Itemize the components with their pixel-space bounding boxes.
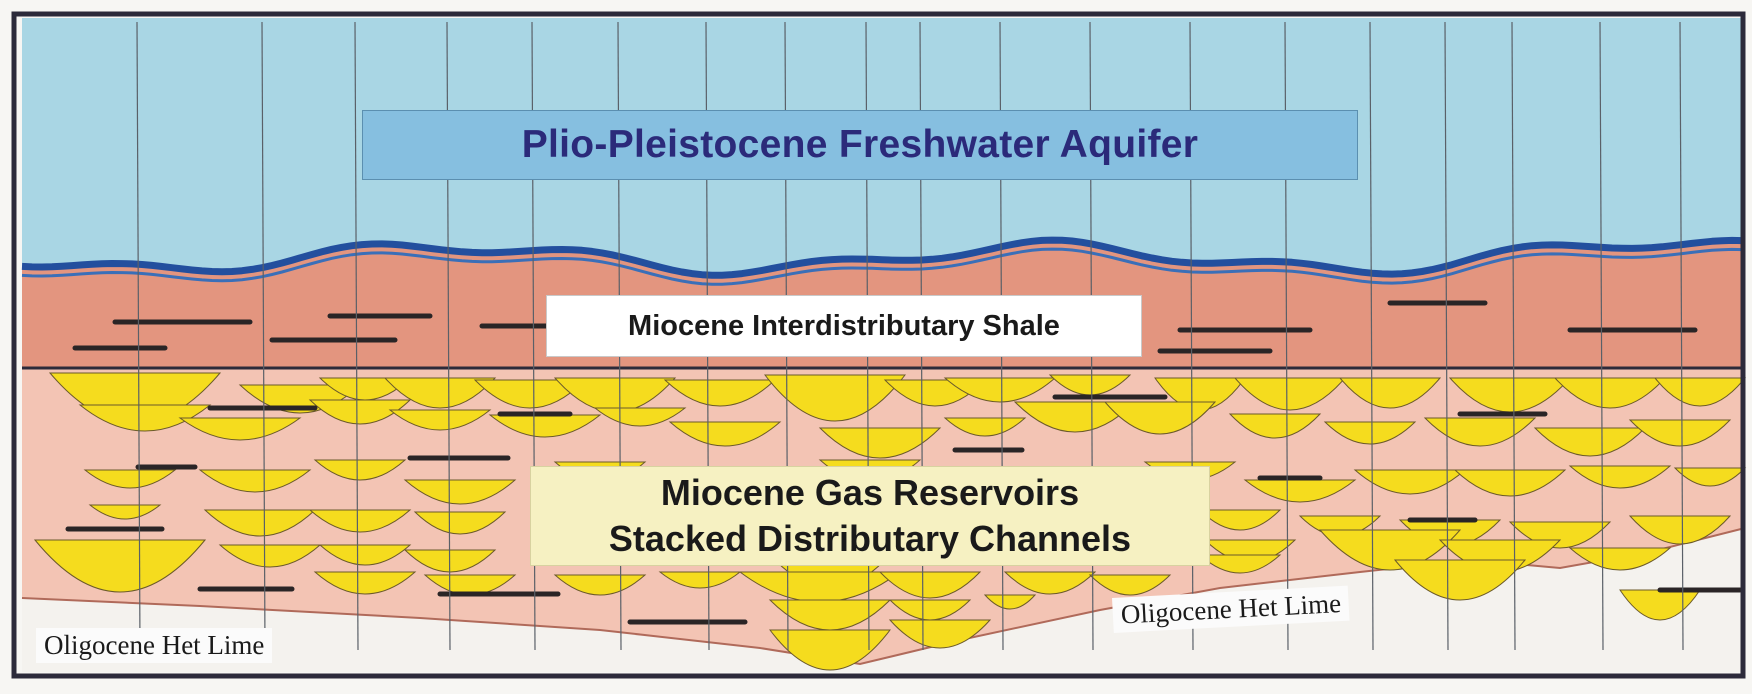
channel-lens bbox=[663, 379, 777, 407]
channel-lens bbox=[308, 509, 412, 533]
lime-label-left: Oligocene Het Lime bbox=[36, 628, 273, 663]
channel-lens bbox=[1393, 559, 1527, 601]
well-line bbox=[1679, 21, 1684, 651]
shale-streaks-group bbox=[65, 300, 1743, 625]
channel-lens bbox=[1228, 413, 1322, 439]
well-line bbox=[1369, 21, 1374, 651]
well-line bbox=[354, 21, 359, 651]
channel-lens bbox=[313, 459, 407, 481]
channel-lens bbox=[658, 571, 742, 589]
channel-lens bbox=[668, 421, 782, 447]
lime-layer bbox=[22, 528, 1745, 672]
well-line bbox=[1599, 21, 1604, 651]
channel-lens bbox=[1628, 515, 1732, 545]
channel-lens bbox=[413, 511, 507, 535]
channel-lens bbox=[218, 544, 322, 568]
channel-lens bbox=[1423, 417, 1537, 447]
frame-group bbox=[11, 11, 1746, 679]
channel-lens bbox=[818, 427, 942, 459]
channel-lens bbox=[1233, 377, 1347, 411]
channel-lens bbox=[1568, 465, 1672, 489]
channel-lens bbox=[943, 377, 1057, 403]
channel-lens bbox=[33, 539, 207, 593]
channel-lens bbox=[88, 504, 162, 520]
channel-lens bbox=[198, 469, 312, 493]
shale-label: Miocene Interdistributary Shale bbox=[546, 295, 1142, 357]
channel-lens bbox=[318, 544, 412, 566]
channel-lens bbox=[1088, 574, 1172, 596]
well-line bbox=[136, 21, 141, 651]
aquifer-label: Plio-Pleistocene Freshwater Aquifer bbox=[362, 110, 1358, 180]
channel-lens bbox=[78, 404, 212, 432]
gas-label-line-2: Stacked Distributary Channels bbox=[608, 518, 1132, 559]
aquifer-base-line bbox=[21, 236, 1743, 279]
channel-lens bbox=[768, 629, 892, 671]
channel-lens bbox=[878, 571, 982, 599]
channel-lens bbox=[83, 469, 177, 489]
channel-lens bbox=[1568, 547, 1672, 571]
channel-lens bbox=[1533, 427, 1647, 457]
channel-lens bbox=[1243, 479, 1357, 503]
well-line bbox=[1444, 21, 1449, 651]
channel-lens bbox=[983, 594, 1037, 610]
channel-lens bbox=[1338, 377, 1442, 409]
gas-label-line-1: Miocene Gas Reservoirs bbox=[660, 472, 1080, 513]
aquifer-base-line-secondary bbox=[21, 247, 1743, 286]
channel-lens bbox=[403, 479, 517, 505]
channel-lens bbox=[178, 417, 302, 441]
channel-lens bbox=[488, 414, 602, 438]
channel-lens bbox=[1628, 419, 1732, 447]
channel-lens bbox=[1323, 421, 1417, 445]
channel-lens bbox=[308, 399, 412, 425]
gas-reservoir-label: Miocene Gas Reservoirs Stacked Distribut… bbox=[530, 466, 1210, 566]
channel-lens bbox=[593, 407, 687, 427]
channel-lens bbox=[1103, 401, 1217, 435]
diagram-frame bbox=[11, 11, 1746, 679]
channel-lens bbox=[313, 571, 417, 595]
channel-lens bbox=[943, 417, 1027, 437]
well-line bbox=[1511, 21, 1516, 651]
channel-lens bbox=[388, 409, 492, 431]
channel-lens bbox=[1619, 589, 1701, 621]
well-line bbox=[261, 21, 266, 651]
channel-lens bbox=[888, 619, 992, 649]
channel-lens bbox=[553, 574, 647, 596]
